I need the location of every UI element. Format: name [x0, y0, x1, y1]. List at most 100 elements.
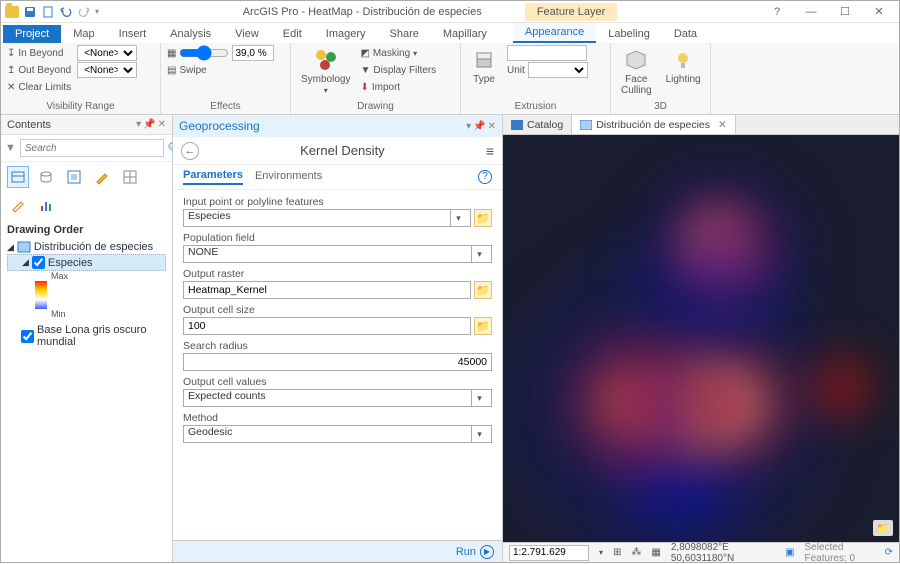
map-canvas[interactable]: 📁: [503, 135, 899, 542]
status-icon-1[interactable]: ⊞: [613, 547, 621, 558]
tab-analysis[interactable]: Analysis: [158, 25, 223, 43]
contents-search-row: ▼ 🔍: [1, 135, 172, 162]
map-widget-icon[interactable]: 📁: [873, 520, 893, 536]
in-beyond-select[interactable]: <None>: [77, 45, 137, 61]
display-filters-button[interactable]: ▼Display Filters: [360, 62, 436, 78]
drawing-order-label: Drawing Order: [1, 220, 172, 240]
basemap-checkbox[interactable]: [21, 330, 34, 343]
catalog-tab[interactable]: Catalog: [503, 115, 572, 134]
method-select[interactable]: Geodesic▾: [183, 425, 492, 443]
ribbon-group-visibility: ↧In Beyond ↥Out Beyond ✕Clear Limits <No…: [1, 43, 161, 114]
help-icon[interactable]: ?: [478, 170, 492, 184]
save-icon[interactable]: [23, 5, 37, 19]
in-beyond-label: In Beyond: [18, 48, 63, 59]
refresh-icon[interactable]: ⟳: [885, 547, 893, 558]
gp-run-bar: Run▶: [173, 540, 502, 562]
lighting-button[interactable]: Lighting: [662, 45, 705, 87]
layer-checkbox[interactable]: [32, 256, 45, 269]
list-by-selection-icon[interactable]: [63, 166, 85, 188]
list-by-editing-icon[interactable]: [91, 166, 113, 188]
input-features-select[interactable]: Especies▾: [183, 209, 471, 227]
swipe-button[interactable]: Swipe: [179, 65, 206, 76]
clear-limits-label[interactable]: Clear Limits: [18, 82, 71, 93]
dock-icon[interactable]: ▾: [136, 119, 141, 130]
menu-icon[interactable]: ≡: [486, 143, 494, 159]
undo-icon[interactable]: [59, 5, 73, 19]
close-pane-icon[interactable]: ✕: [158, 119, 166, 130]
redo-icon[interactable]: [77, 5, 91, 19]
close-tab-icon[interactable]: ✕: [718, 119, 727, 131]
import-button[interactable]: ⬇Import: [360, 79, 436, 95]
status-icon-2[interactable]: ⁂: [631, 547, 641, 558]
output-values-label: Output cell values: [183, 376, 492, 388]
legend-max: Max: [51, 271, 166, 281]
cell-size-input[interactable]: [183, 317, 471, 335]
scale-input[interactable]: [509, 545, 589, 561]
open-icon[interactable]: [5, 5, 19, 19]
tab-data[interactable]: Data: [662, 25, 709, 43]
tab-parameters[interactable]: Parameters: [183, 169, 243, 185]
context-tab-label: Feature Layer: [525, 3, 617, 21]
map-tab-view[interactable]: Distribución de especies✕: [572, 115, 736, 134]
run-button[interactable]: Run▶: [456, 545, 494, 559]
maximize-button[interactable]: ☐: [829, 3, 861, 21]
unit-label: Unit: [507, 65, 525, 76]
browse-input-icon[interactable]: 📁: [474, 209, 492, 227]
new-icon[interactable]: [41, 5, 55, 19]
population-select[interactable]: NONE▾: [183, 245, 492, 263]
tab-appearance[interactable]: Appearance: [513, 23, 596, 43]
search-input[interactable]: [20, 139, 164, 157]
tab-environments[interactable]: Environments: [255, 170, 322, 184]
back-button[interactable]: ←: [181, 142, 199, 160]
output-raster-input[interactable]: [183, 281, 471, 299]
close-button[interactable]: ✕: [863, 3, 895, 21]
masking-button[interactable]: ◩Masking ▾: [360, 45, 436, 61]
tab-labeling[interactable]: Labeling: [596, 25, 662, 43]
gp-close-icon[interactable]: ✕: [488, 121, 496, 132]
out-beyond-select[interactable]: <None>: [77, 62, 137, 78]
output-values-select[interactable]: Expected counts▾: [183, 389, 492, 407]
ribbon-group-drawing: Symbology▾ ◩Masking ▾ ▼Display Filters ⬇…: [291, 43, 461, 114]
tab-edit[interactable]: Edit: [271, 25, 314, 43]
extrusion-type-button[interactable]: Type: [467, 45, 501, 87]
extrusion-expr-input[interactable]: [507, 45, 587, 61]
list-by-drawing-icon[interactable]: [7, 166, 29, 188]
layer-especies[interactable]: ◢Especies: [7, 254, 166, 271]
tab-mapillary[interactable]: Mapillary: [431, 25, 499, 43]
list-by-snapping-icon[interactable]: [119, 166, 141, 188]
list-by-chart-icon[interactable]: [35, 194, 57, 216]
browse-cell-icon[interactable]: 📁: [474, 317, 492, 335]
map-frame-item[interactable]: ◢Distribución de especies: [7, 240, 166, 254]
filter-icon[interactable]: ▼: [5, 142, 16, 154]
tab-share[interactable]: Share: [378, 25, 431, 43]
gp-dock-icon[interactable]: ▾: [466, 121, 471, 132]
map-view: Catalog Distribución de especies✕ 📁 ▾ ⊞ …: [503, 115, 899, 562]
transparency-value[interactable]: [232, 45, 274, 61]
list-by-source-icon[interactable]: [35, 166, 57, 188]
tab-project[interactable]: Project: [3, 25, 61, 43]
face-culling-button[interactable]: Face Culling: [617, 45, 656, 98]
quick-access-toolbar: ▾: [5, 5, 99, 19]
browse-output-icon[interactable]: 📁: [474, 281, 492, 299]
map-view-tabs: Catalog Distribución de especies✕: [503, 115, 899, 135]
search-radius-input[interactable]: [183, 353, 492, 371]
help-button[interactable]: ?: [761, 3, 793, 21]
pin-icon[interactable]: 📌: [143, 119, 155, 130]
layer-basemap[interactable]: Base Lona gris oscuro mundial: [7, 323, 166, 349]
minimize-button[interactable]: —: [795, 3, 827, 21]
gp-pin-icon[interactable]: 📌: [473, 121, 485, 132]
list-by-labeling-icon[interactable]: [7, 194, 29, 216]
tab-imagery[interactable]: Imagery: [314, 25, 378, 43]
tab-view[interactable]: View: [223, 25, 271, 43]
window-controls: ? — ☐ ✕: [761, 3, 895, 21]
layer-tree: ◢Distribución de especies ◢Especies Max …: [1, 240, 172, 349]
contents-title: Contents: [7, 119, 51, 131]
tab-insert[interactable]: Insert: [107, 25, 159, 43]
symbology-button[interactable]: Symbology▾: [297, 45, 354, 97]
geoprocessing-pane: Geoprocessing ▾📌✕ ← Kernel Density ≡ Par…: [173, 115, 503, 562]
legend-min: Min: [51, 309, 166, 319]
transparency-slider[interactable]: [179, 45, 229, 61]
tab-map[interactable]: Map: [61, 25, 106, 43]
status-icon-3[interactable]: ▦: [651, 547, 660, 558]
unit-select[interactable]: [528, 62, 588, 78]
